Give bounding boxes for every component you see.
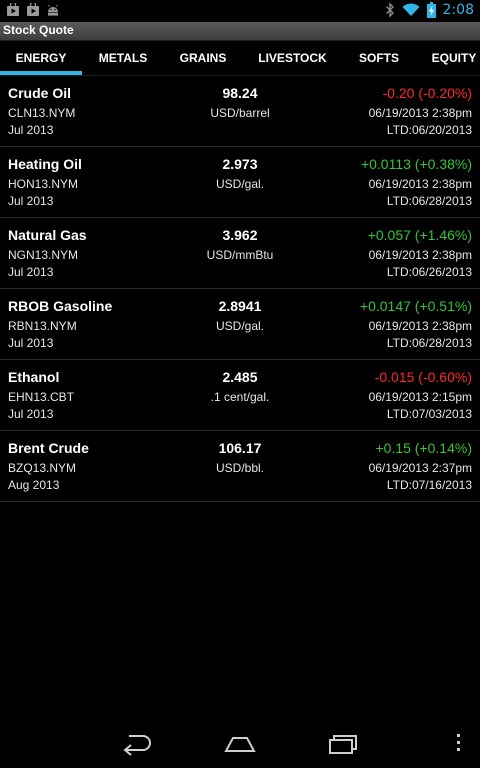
clock: 2:08 — [442, 2, 474, 18]
contract-month: Jul 2013 — [8, 194, 54, 208]
last-price: 2.973 — [222, 156, 258, 172]
price-change: +0.0113 (+0.38%) — [360, 156, 472, 172]
quote-list: Crude Oil CLN13.NYM Jul 2013 98.24 USD/b… — [0, 76, 480, 502]
last-price: 2.485 — [222, 369, 258, 385]
last-price: 106.17 — [218, 440, 262, 456]
quote-timestamp: 06/19/2013 2:38pm — [368, 248, 472, 262]
price-change: +0.0147 (+0.51%) — [359, 298, 472, 314]
commodity-name: Natural Gas — [8, 227, 87, 243]
ticker-symbol: RBN13.NYM — [8, 319, 77, 333]
contract-month: Jul 2013 — [8, 123, 54, 137]
quote-row[interactable]: Natural Gas NGN13.NYM Jul 2013 3.962 USD… — [0, 218, 480, 289]
commodity-name: RBOB Gasoline — [8, 298, 113, 314]
quote-timestamp: 06/19/2013 2:38pm — [368, 106, 472, 120]
price-change: +0.15 (+0.14%) — [375, 440, 472, 456]
price-unit: USD/barrel — [210, 106, 270, 120]
android-icon — [48, 4, 58, 16]
last-trading-date: LTD:06/28/2013 — [386, 194, 472, 208]
ticker-symbol: BZQ13.NYM — [8, 461, 77, 475]
commodity-name: Ethanol — [8, 369, 60, 385]
quote-timestamp: 06/19/2013 2:15pm — [368, 390, 472, 404]
price-unit: USD/gal. — [215, 177, 265, 191]
commodity-name: Crude Oil — [8, 85, 72, 101]
price-unit: USD/mmBtu — [206, 248, 274, 262]
contract-month: Aug 2013 — [8, 478, 60, 492]
selected-tab-indicator — [0, 71, 82, 75]
last-price: 2.8941 — [218, 298, 262, 314]
navigation-bar — [0, 720, 480, 768]
ticker-symbol: CLN13.NYM — [8, 106, 76, 120]
tab-energy[interactable]: ENERGY — [15, 51, 67, 65]
contract-month: Jul 2013 — [8, 336, 54, 350]
back-icon[interactable] — [120, 730, 154, 756]
tab-metals[interactable]: METALS — [98, 51, 148, 65]
last-trading-date: LTD:07/16/2013 — [386, 478, 472, 492]
tab-equity[interactable]: EQUITY — [431, 51, 477, 65]
home-icon[interactable] — [223, 730, 257, 756]
quote-row[interactable]: RBOB Gasoline RBN13.NYM Jul 2013 2.8941 … — [0, 289, 480, 360]
commodity-name: Brent Crude — [8, 440, 89, 456]
quote-row[interactable]: Crude Oil CLN13.NYM Jul 2013 98.24 USD/b… — [0, 76, 480, 147]
title-bar: Stock Quote — [0, 22, 480, 41]
quote-row[interactable]: Brent Crude BZQ13.NYM Aug 2013 106.17 US… — [0, 431, 480, 502]
status-bar: 2:08 — [0, 0, 480, 22]
tab-grains[interactable]: GRAINS — [179, 51, 227, 65]
last-trading-date: LTD:07/03/2013 — [386, 407, 472, 421]
quote-timestamp: 06/19/2013 2:38pm — [368, 319, 472, 333]
last-price: 3.962 — [222, 227, 258, 243]
notification-area[interactable] — [6, 3, 60, 17]
tab-softs[interactable]: SOFTS — [358, 51, 399, 65]
contract-month: Jul 2013 — [8, 265, 54, 279]
last-trading-date: LTD:06/20/2013 — [386, 123, 472, 137]
quote-row[interactable]: Ethanol EHN13.CBT Jul 2013 2.485 .1 cent… — [0, 360, 480, 431]
price-unit: USD/bbl. — [215, 461, 265, 475]
play-store-icon — [27, 3, 39, 16]
tab-livestock[interactable]: LIVESTOCK — [258, 51, 327, 65]
quote-row[interactable]: Heating Oil HON13.NYM Jul 2013 2.973 USD… — [0, 147, 480, 218]
price-change: -0.015 (-0.60%) — [374, 369, 472, 385]
overflow-menu-icon[interactable] — [451, 730, 467, 756]
last-trading-date: LTD:06/28/2013 — [386, 336, 472, 350]
price-change: -0.20 (-0.20%) — [382, 85, 472, 101]
system-status: 2:08 — [385, 2, 474, 18]
ticker-symbol: HON13.NYM — [8, 177, 79, 191]
bluetooth-icon — [385, 2, 394, 18]
last-trading-date: LTD:06/26/2013 — [386, 265, 472, 279]
quote-timestamp: 06/19/2013 2:37pm — [368, 461, 472, 475]
price-unit: USD/gal. — [215, 319, 265, 333]
commodity-name: Heating Oil — [8, 156, 82, 172]
ticker-symbol: NGN13.NYM — [8, 248, 79, 262]
app-title: Stock Quote — [3, 23, 74, 37]
contract-month: Jul 2013 — [8, 407, 54, 421]
wifi-icon — [402, 3, 420, 16]
quote-timestamp: 06/19/2013 2:38pm — [368, 177, 472, 191]
category-tabs: ENERGY METALS GRAINS LIVESTOCK SOFTS EQU… — [0, 41, 480, 76]
play-store-icon — [7, 3, 19, 16]
price-unit: .1 cent/gal. — [210, 390, 270, 404]
ticker-symbol: EHN13.CBT — [8, 390, 75, 404]
battery-charging-icon — [426, 2, 436, 18]
last-price: 98.24 — [222, 85, 258, 101]
price-change: +0.057 (+1.46%) — [367, 227, 472, 243]
recent-apps-icon[interactable] — [326, 730, 360, 756]
